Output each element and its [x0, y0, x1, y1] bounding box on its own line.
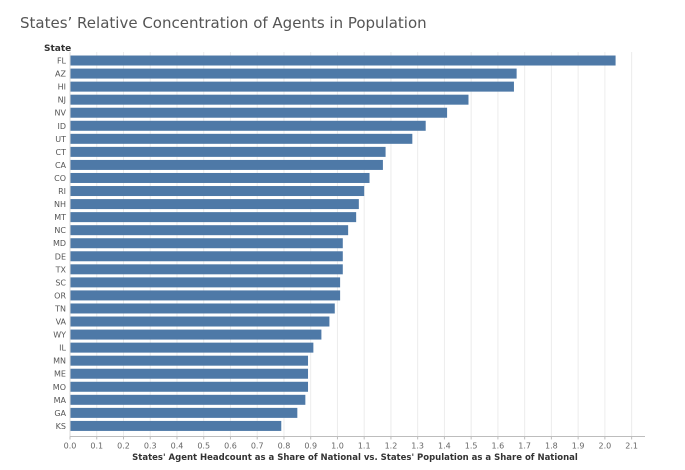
tick-label: 1.0: [331, 441, 344, 450]
bar-nc: [70, 225, 349, 236]
chart-title: States’ Relative Concentration of Agents…: [20, 14, 427, 32]
tick-label: 1.6: [492, 441, 505, 450]
bar-sc: [70, 277, 341, 288]
tick-label: 0.9: [304, 441, 317, 450]
category-label: NJ: [58, 96, 66, 105]
bars: [70, 55, 616, 431]
bar-fl: [70, 55, 616, 66]
category-label: NV: [55, 109, 67, 118]
bar-az: [70, 68, 517, 79]
tick-label: 1.7: [518, 441, 531, 450]
tick-label: 0.6: [224, 441, 237, 450]
tick-label: 1.4: [438, 441, 451, 450]
category-label: RI: [58, 187, 66, 196]
tick-label: 1.5: [465, 441, 478, 450]
category-label: VA: [56, 318, 67, 327]
category-label: GA: [54, 409, 66, 418]
category-label: HI: [58, 83, 66, 92]
category-label: CT: [56, 148, 67, 157]
category-label: CO: [54, 174, 66, 183]
category-label: MA: [54, 396, 67, 405]
tick-label: 0.1: [90, 441, 103, 450]
bar-hi: [70, 81, 514, 92]
category-label: MD: [53, 239, 66, 248]
bar-wy: [70, 329, 322, 340]
category-label: DE: [55, 252, 66, 261]
category-label: WY: [53, 331, 66, 340]
bar-tx: [70, 264, 343, 275]
category-label: TX: [55, 265, 67, 274]
category-label: TN: [54, 304, 66, 313]
category-axis-title: State: [44, 44, 71, 54]
category-label: MO: [53, 383, 66, 392]
bar-ca: [70, 159, 383, 170]
category-label: OR: [54, 291, 66, 300]
bar-mt: [70, 212, 357, 223]
bar-tn: [70, 303, 335, 314]
category-label: AZ: [55, 70, 66, 79]
x-axis-ticks: 0.0 0.1 0.2 0.3 0.4 0.5 0.6 0.7 0.8 0.9 1.0 1.1 1.2 1…: [64, 435, 645, 450]
tick-label: 1.1: [358, 441, 371, 450]
category-label: NH: [54, 200, 66, 209]
bar-co: [70, 172, 370, 183]
category-label: MN: [53, 357, 66, 366]
tick-label: 0.0: [64, 441, 77, 450]
bar-ri: [70, 186, 365, 197]
bar-md: [70, 238, 343, 249]
bar-me: [70, 368, 309, 379]
tick-label: 0.2: [117, 441, 130, 450]
bar-de: [70, 251, 343, 262]
category-label: NC: [54, 226, 66, 235]
category-label: UT: [55, 135, 66, 144]
category-label: IL: [59, 344, 66, 353]
bar-id: [70, 120, 426, 131]
tick-label: 1.3: [411, 441, 424, 450]
category-label: ME: [54, 370, 66, 379]
tick-label: 2.1: [625, 441, 638, 450]
bar-nv: [70, 107, 448, 118]
tick-label: 0.5: [197, 441, 210, 450]
bar-il: [70, 342, 314, 353]
bar-ks: [70, 420, 282, 431]
tick-label: 0.3: [144, 441, 157, 450]
bar-va: [70, 316, 330, 327]
bar-ma: [70, 394, 306, 405]
bar-or: [70, 290, 341, 301]
bar-nj: [70, 94, 469, 105]
tick-label: 1.9: [572, 441, 585, 450]
tick-label: 1.8: [545, 441, 558, 450]
bar-ga: [70, 407, 298, 418]
bar-mn: [70, 355, 309, 366]
tick-label: 2.0: [599, 441, 612, 450]
category-label: KS: [56, 422, 66, 431]
bar-nh: [70, 199, 359, 210]
tick-label: 0.4: [171, 441, 184, 450]
tick-label: 0.8: [278, 441, 291, 450]
category-label: CA: [55, 161, 67, 170]
category-label: SC: [55, 278, 66, 287]
bar-mo: [70, 381, 309, 392]
category-label: MT: [54, 213, 66, 222]
x-axis-title: States' Agent Headcount as a Share of Na…: [132, 453, 578, 463]
bar-ut: [70, 133, 413, 144]
category-label: FL: [57, 57, 67, 66]
category-labels: FL AZ HI NJ NV ID UT CT CA CO RI NH MT NC MD DE TX SC OR TN…: [53, 57, 67, 431]
tick-label: 1.2: [385, 441, 398, 450]
tick-label: 0.7: [251, 441, 264, 450]
bar-ct: [70, 146, 386, 157]
category-label: ID: [57, 122, 66, 131]
